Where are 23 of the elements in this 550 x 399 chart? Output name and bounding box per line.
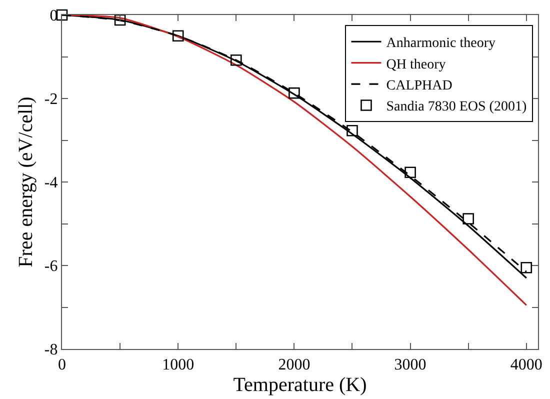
- y-tick-label: -2: [44, 91, 58, 108]
- point: [114, 14, 126, 26]
- point: [172, 30, 184, 42]
- point: [462, 213, 474, 224]
- legend-label: QH theory: [386, 57, 446, 72]
- legend-label: Anharmonic theory: [386, 36, 496, 52]
- x-tick-label: 4000: [510, 356, 542, 374]
- point: [288, 87, 300, 99]
- y-tick-label: -6: [44, 258, 58, 276]
- x-axis-title: Temperature (K): [233, 374, 367, 396]
- legend-label: Sandia 7830 EOS (2001): [386, 100, 527, 115]
- point: [404, 166, 416, 178]
- x-tick-label: 2000: [278, 356, 310, 374]
- y-tick-label: -8: [44, 342, 58, 359]
- x-tick-label: 3000: [394, 356, 426, 374]
- y-tick-label: -4: [44, 174, 58, 192]
- point: [56, 9, 68, 21]
- legend-label: CALPHAD: [386, 78, 452, 94]
- point: [230, 54, 242, 66]
- x-tick-label: 1000: [162, 356, 194, 374]
- point: [346, 125, 358, 136]
- y-axis-title: Free energy (eV/cell): [14, 96, 37, 268]
- point: [520, 262, 532, 274]
